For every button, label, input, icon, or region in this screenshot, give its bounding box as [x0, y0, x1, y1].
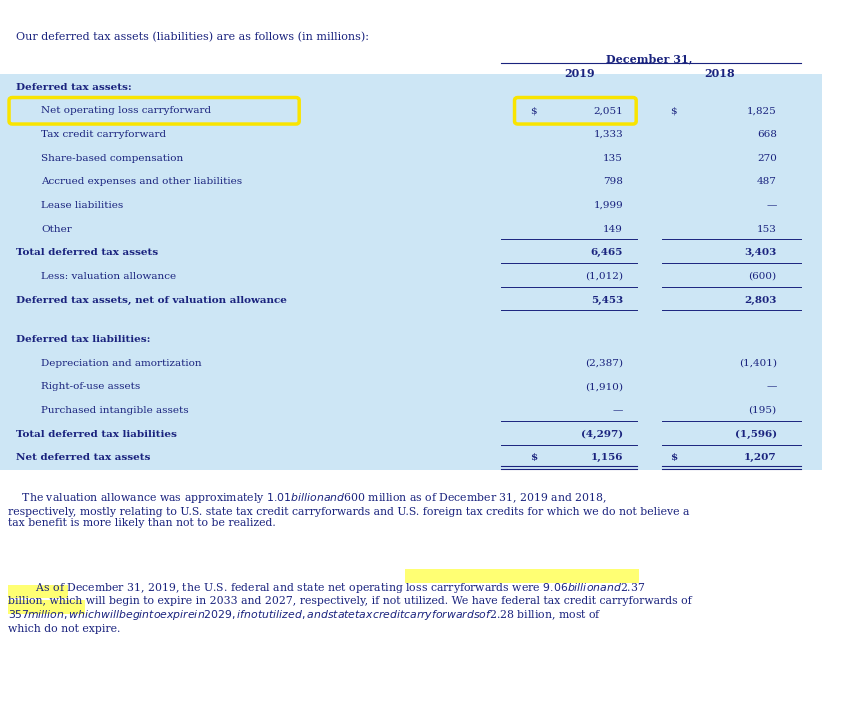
Text: 1,999: 1,999	[593, 201, 623, 210]
Text: Purchased intangible assets: Purchased intangible assets	[41, 406, 189, 415]
Text: 1,825: 1,825	[747, 106, 777, 115]
Text: Right-of-use assets: Right-of-use assets	[41, 382, 141, 391]
Text: Depreciation and amortization: Depreciation and amortization	[41, 358, 202, 368]
Text: 668: 668	[757, 130, 777, 139]
Text: (1,401): (1,401)	[739, 358, 777, 368]
Text: (1,596): (1,596)	[734, 429, 777, 439]
Text: Deferred tax assets, net of valuation allowance: Deferred tax assets, net of valuation al…	[16, 295, 287, 305]
Text: Tax credit carryforward: Tax credit carryforward	[41, 130, 166, 139]
Text: Net operating loss carryforward: Net operating loss carryforward	[41, 106, 211, 115]
Text: Our deferred tax assets (liabilities) are as follows (in millions):: Our deferred tax assets (liabilities) ar…	[16, 32, 370, 42]
Text: 153: 153	[757, 224, 777, 234]
Text: —: —	[766, 382, 777, 391]
Text: 1,333: 1,333	[593, 130, 623, 139]
Bar	[9, 584, 68, 599]
Text: Lease liabilities: Lease liabilities	[41, 201, 124, 210]
Text: Other: Other	[41, 224, 72, 234]
Text: Accrued expenses and other liabilities: Accrued expenses and other liabilities	[41, 177, 242, 186]
Text: 2,051: 2,051	[593, 106, 623, 115]
Text: 3,403: 3,403	[745, 248, 777, 257]
Text: 1,156: 1,156	[590, 453, 623, 462]
Text: $: $	[670, 106, 676, 115]
Text: Share-based compensation: Share-based compensation	[41, 153, 183, 163]
Text: (195): (195)	[749, 406, 777, 415]
Text: 487: 487	[757, 177, 777, 186]
Text: Less: valuation allowance: Less: valuation allowance	[41, 272, 176, 281]
Text: As of December 31, 2019, the U.S. federal and state net operating loss carryforw: As of December 31, 2019, the U.S. federa…	[9, 581, 692, 634]
Text: 2019: 2019	[564, 68, 595, 79]
Text: 798: 798	[603, 177, 623, 186]
Text: The valuation allowance was approximately $1.01 billion and $600 million as of D: The valuation allowance was approximatel…	[9, 491, 689, 528]
Text: Total deferred tax assets: Total deferred tax assets	[16, 248, 158, 257]
Text: (2,387): (2,387)	[585, 358, 623, 368]
Text: Total deferred tax liabilities: Total deferred tax liabilities	[16, 429, 177, 439]
Bar	[9, 600, 85, 614]
Text: 2018: 2018	[704, 68, 734, 79]
Text: 135: 135	[603, 153, 623, 163]
Text: December 31,: December 31,	[606, 54, 693, 65]
Text: 2,803: 2,803	[745, 295, 777, 305]
Text: (1,910): (1,910)	[585, 382, 623, 391]
Text: $: $	[670, 453, 677, 462]
Text: (4,297): (4,297)	[581, 429, 623, 439]
Text: 5,453: 5,453	[591, 295, 623, 305]
Text: 270: 270	[757, 153, 777, 163]
Text: 6,465: 6,465	[590, 248, 623, 257]
Text: 1,207: 1,207	[744, 453, 777, 462]
Text: —: —	[613, 406, 623, 415]
Text: Net deferred tax assets: Net deferred tax assets	[16, 453, 151, 462]
Text: —: —	[766, 201, 777, 210]
Bar	[406, 569, 640, 583]
Text: $: $	[530, 453, 538, 462]
Bar	[0, 74, 822, 470]
Text: Deferred tax liabilities:: Deferred tax liabilities:	[16, 335, 151, 344]
Text: 149: 149	[603, 224, 623, 234]
Text: (600): (600)	[749, 272, 777, 281]
Text: (1,012): (1,012)	[585, 272, 623, 281]
Text: $: $	[530, 106, 537, 115]
Text: Deferred tax assets:: Deferred tax assets:	[16, 82, 132, 92]
